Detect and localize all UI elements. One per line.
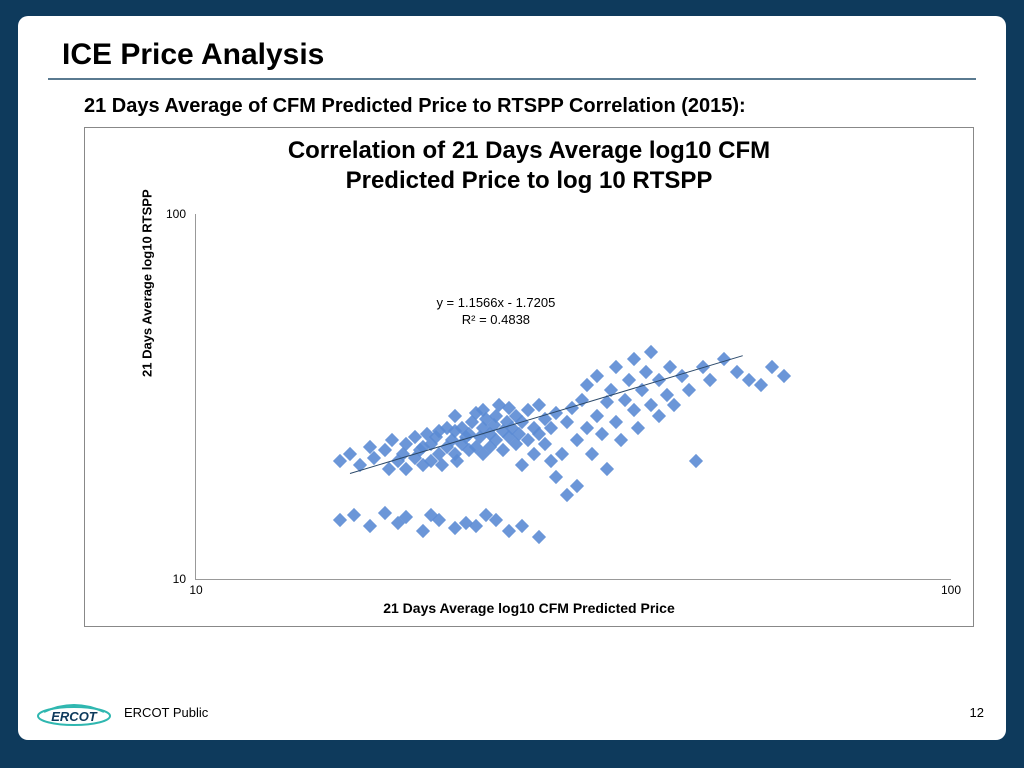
footer-text: ERCOT Public	[124, 705, 208, 720]
scatter-marker	[527, 447, 541, 461]
plot-wrap: 1010010100y = 1.1566x - 1.7205R² = 0.483…	[195, 214, 951, 580]
regression-equation: y = 1.1566x - 1.7205R² = 0.4838	[436, 295, 555, 329]
scatter-marker	[515, 519, 529, 533]
scatter-marker	[631, 420, 645, 434]
scatter-marker	[643, 398, 657, 412]
chart-frame: Correlation of 21 Days Average log10 CFM…	[84, 127, 974, 627]
scatter-marker	[643, 344, 657, 358]
scatter-marker	[378, 506, 392, 520]
scatter-marker	[600, 462, 614, 476]
scatter-marker	[532, 530, 546, 544]
scatter-marker	[416, 524, 430, 538]
scatter-marker	[703, 373, 717, 387]
scatter-marker	[347, 508, 361, 522]
scatter-marker	[622, 373, 636, 387]
page-number: 12	[970, 705, 984, 720]
scatter-marker	[618, 393, 632, 407]
scatter-marker	[689, 454, 703, 468]
scatter-marker	[776, 369, 790, 383]
title-rule	[48, 78, 976, 80]
slide-subtitle: 21 Days Average of CFM Predicted Price t…	[84, 94, 856, 119]
scatter-marker	[560, 488, 574, 502]
ercot-logo-icon: ERCOT	[36, 696, 112, 728]
scatter-marker	[549, 470, 563, 484]
scatter-marker	[560, 414, 574, 428]
scatter-marker	[515, 458, 529, 472]
scatter-marker	[333, 513, 347, 527]
y-axis-label: 21 Days Average log10 RTSPP	[140, 189, 155, 377]
scatter-marker	[544, 454, 558, 468]
scatter-marker	[667, 398, 681, 412]
scatter-marker	[652, 409, 666, 423]
scatter-marker	[730, 365, 744, 379]
scatter-marker	[627, 403, 641, 417]
scatter-marker	[450, 454, 464, 468]
scatter-marker	[663, 360, 677, 374]
x-tick-label: 100	[941, 583, 961, 597]
scatter-marker	[570, 479, 584, 493]
chart-title: Correlation of 21 Days Average log10 CFM…	[97, 136, 961, 196]
y-tick-label: 10	[173, 572, 186, 586]
chart-title-line2: Predicted Price to log 10 RTSPP	[346, 167, 713, 194]
y-tick-label: 100	[166, 207, 186, 221]
r2-text: R² = 0.4838	[436, 312, 555, 329]
slide-card: ICE Price Analysis 21 Days Average of CF…	[18, 16, 1006, 740]
scatter-marker	[502, 524, 516, 538]
scatter-marker	[639, 365, 653, 379]
scatter-marker	[363, 519, 377, 533]
scatter-marker	[609, 360, 623, 374]
svg-text:ERCOT: ERCOT	[51, 709, 98, 724]
scatter-marker	[765, 360, 779, 374]
scatter-marker	[580, 420, 594, 434]
scatter-marker	[496, 443, 510, 457]
scatter-marker	[585, 447, 599, 461]
scatter-marker	[580, 378, 594, 392]
logo-wrap: ERCOT ERCOT Public	[36, 696, 208, 728]
scatter-marker	[590, 369, 604, 383]
trend-line	[350, 355, 743, 474]
x-axis-label: 21 Days Average log10 CFM Predicted Pric…	[85, 600, 973, 616]
scatter-marker	[682, 383, 696, 397]
plot-area: 1010010100y = 1.1566x - 1.7205R² = 0.483…	[195, 214, 951, 580]
scatter-marker	[570, 433, 584, 447]
equation-text: y = 1.1566x - 1.7205	[436, 295, 555, 312]
scatter-marker	[595, 427, 609, 441]
scatter-marker	[447, 409, 461, 423]
x-tick-label: 10	[189, 583, 202, 597]
scatter-marker	[609, 414, 623, 428]
slide-footer: ERCOT ERCOT Public 12	[18, 696, 1006, 728]
slide-title: ICE Price Analysis	[62, 38, 976, 72]
chart-title-line1: Correlation of 21 Days Average log10 CFM	[288, 137, 770, 164]
scatter-marker	[613, 433, 627, 447]
scatter-marker	[627, 352, 641, 366]
scatter-marker	[590, 409, 604, 423]
